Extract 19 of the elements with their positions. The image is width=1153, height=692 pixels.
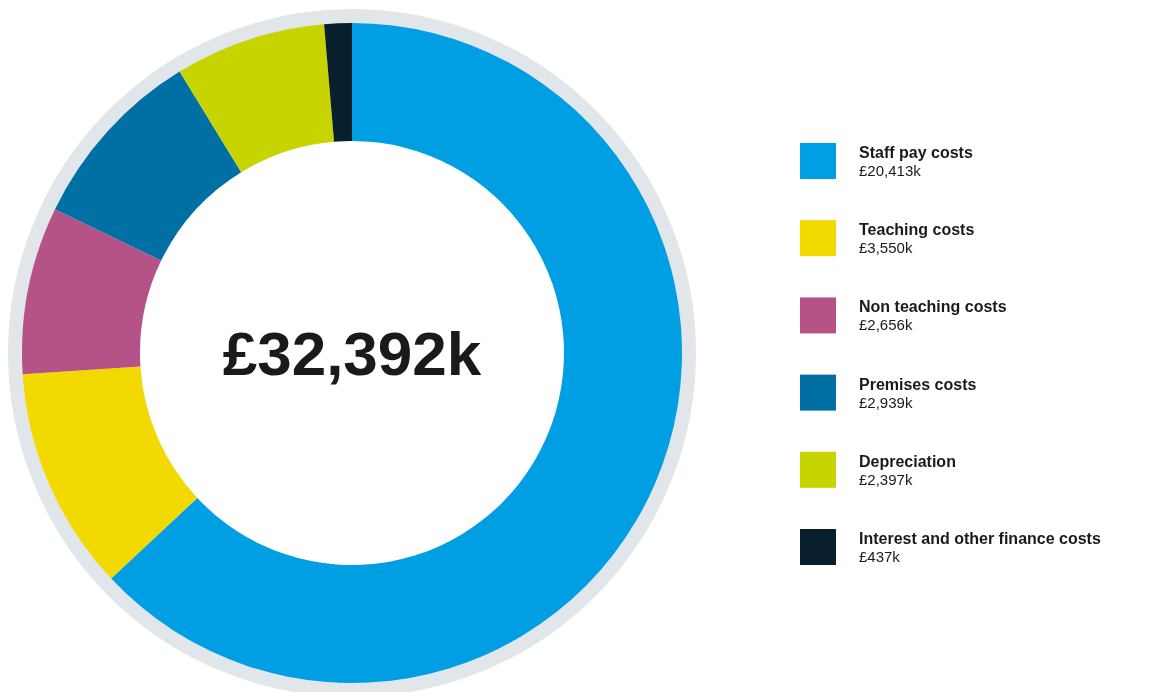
text: £32,392k [222,319,482,388]
data-label: £2,656k [859,316,913,334]
data-label: £2,939k [859,393,913,411]
donut-slice [22,366,198,579]
donut-slice [179,24,335,173]
data-label: £20,413k [859,162,922,179]
legend-label: Staff pay costs [859,144,973,161]
donut-slice [324,23,352,142]
legend-label: Interest and other finance costs [859,530,1101,547]
legend-label: Depreciation [859,452,956,470]
legend-label: Non teaching costs [859,298,1007,316]
legend-label: Premises costs [859,375,977,393]
data-label: £3,550k [859,239,913,257]
legend-label: Teaching costs [859,221,975,239]
donut-slice [22,209,162,375]
data-label: £2,397k [859,470,913,488]
donut-slice [54,71,242,261]
donut-slice [111,23,682,683]
data-label: £437k [859,548,901,565]
